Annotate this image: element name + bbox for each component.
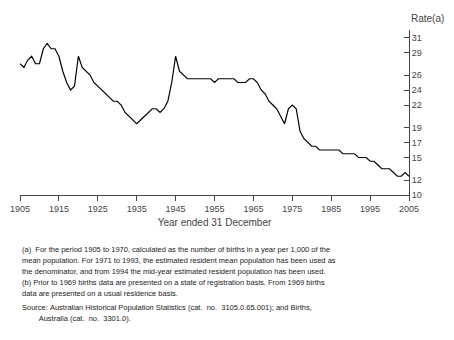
svg-text:12: 12 bbox=[412, 175, 422, 185]
svg-text:22: 22 bbox=[412, 100, 422, 110]
svg-text:24: 24 bbox=[412, 85, 422, 95]
svg-text:(b) Prior to 1969 births data: (b) Prior to 1969 births data are presen… bbox=[22, 278, 325, 287]
svg-text:1945: 1945 bbox=[166, 204, 186, 214]
svg-text:10: 10 bbox=[412, 190, 422, 200]
svg-text:Australia (cat. no. 3301.0).: Australia (cat. no. 3301.0). bbox=[22, 314, 131, 323]
svg-text:1965: 1965 bbox=[243, 204, 263, 214]
svg-text:1935: 1935 bbox=[127, 204, 147, 214]
svg-text:data are presented on a usual: data are presented on a usual residence … bbox=[22, 289, 178, 298]
svg-text:15: 15 bbox=[412, 153, 422, 163]
svg-text:17: 17 bbox=[412, 138, 422, 148]
svg-text:the denominator, and from 1994: the denominator, and from 1994 the mid-y… bbox=[22, 267, 326, 276]
svg-text:26: 26 bbox=[412, 70, 422, 80]
svg-text:1925: 1925 bbox=[88, 204, 108, 214]
svg-text:1985: 1985 bbox=[321, 204, 341, 214]
svg-text:Source: Australian Historical: Source: Australian Historical Population… bbox=[22, 303, 312, 312]
svg-text:Rate(a): Rate(a) bbox=[411, 13, 444, 24]
svg-text:19: 19 bbox=[412, 123, 422, 133]
svg-text:1995: 1995 bbox=[360, 204, 380, 214]
svg-text:31: 31 bbox=[412, 33, 422, 43]
svg-text:1975: 1975 bbox=[282, 204, 302, 214]
svg-text:Year ended 31 December: Year ended 31 December bbox=[158, 217, 272, 228]
svg-text:1955: 1955 bbox=[204, 204, 224, 214]
svg-text:1915: 1915 bbox=[49, 204, 69, 214]
svg-text:29: 29 bbox=[412, 48, 422, 58]
svg-text:(a) For the period 1905 to 19: (a) For the period 1905 to 1970, calcula… bbox=[22, 245, 330, 254]
svg-text:1905: 1905 bbox=[10, 204, 30, 214]
svg-text:2005: 2005 bbox=[399, 204, 419, 214]
svg-text:mean population. For 1971 to 1: mean population. For 1971 to 1993, the e… bbox=[22, 256, 336, 265]
